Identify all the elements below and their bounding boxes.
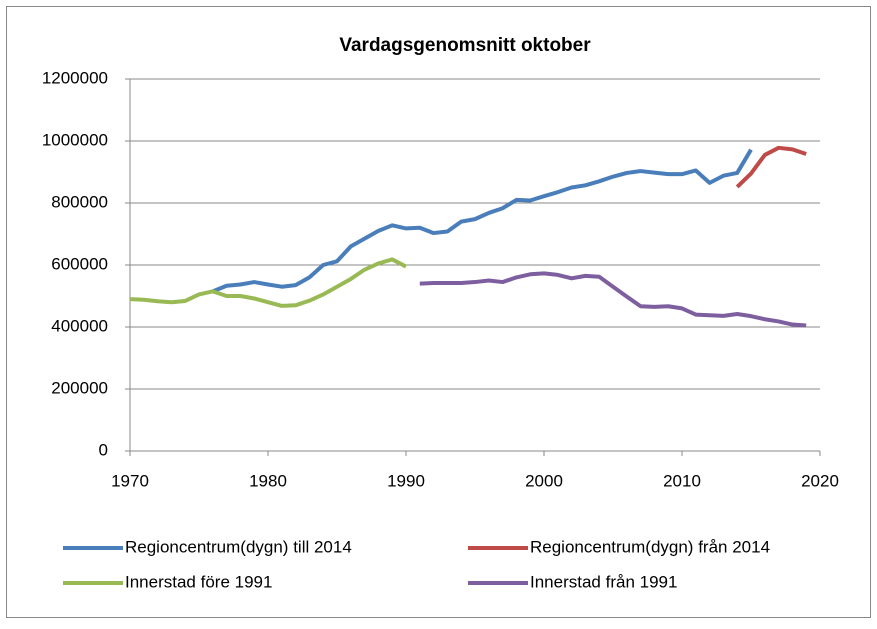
x-tick-label: 1970: [111, 471, 149, 490]
y-tick-label: 400000: [51, 316, 108, 335]
chart-title: Vardagsgenomsnitt oktober: [339, 35, 591, 56]
x-tick-label: 2010: [663, 471, 701, 490]
x-tick-label: 1980: [249, 471, 287, 490]
series-line: [129, 257, 407, 308]
legend-label: Regioncentrum(dygn) från 2014: [530, 537, 770, 556]
legend-label: Regioncentrum(dygn) till 2014: [125, 537, 352, 556]
series-line: [735, 145, 807, 189]
y-tick-label: 0: [99, 440, 108, 459]
x-tick-label: 2000: [525, 471, 563, 490]
x-tick-label: 2020: [801, 471, 839, 490]
legend-label: Innerstad från 1991: [530, 572, 677, 591]
series-line: [419, 271, 807, 328]
y-tick-label: 200000: [51, 378, 108, 397]
chart-border: [6, 6, 871, 618]
legend-label: Innerstad före 1991: [125, 572, 272, 591]
y-tick-label: 1000000: [42, 130, 108, 149]
y-tick-label: 1200000: [42, 68, 108, 87]
x-tick-label: 1990: [387, 471, 425, 490]
y-tick-label: 800000: [51, 192, 108, 211]
y-tick-label: 600000: [51, 254, 108, 273]
series-line: [212, 148, 753, 294]
